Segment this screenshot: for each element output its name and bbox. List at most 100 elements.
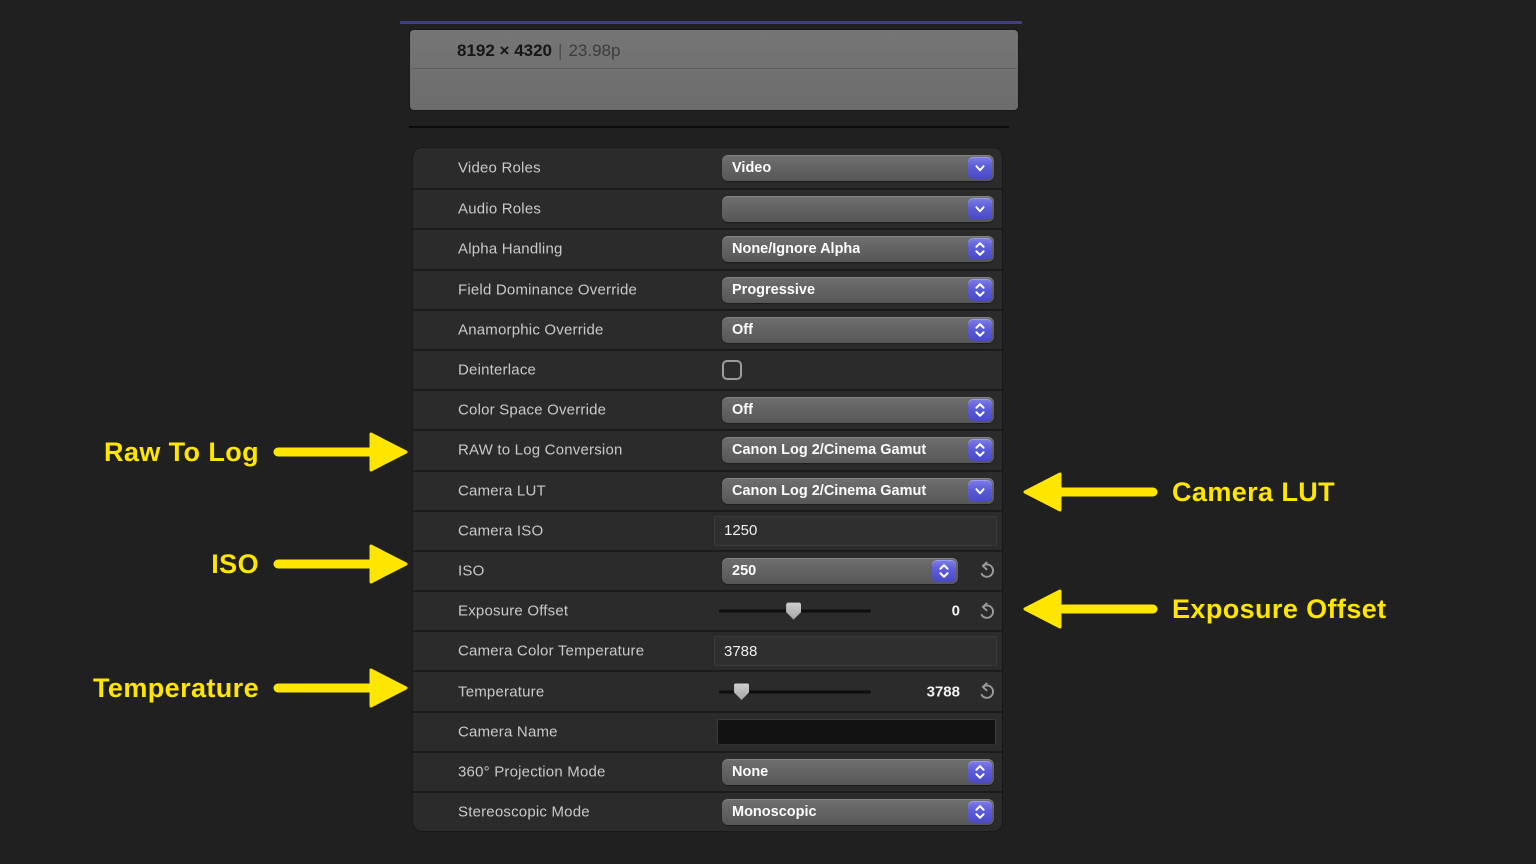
temperature-slider-track[interactable] [719, 683, 871, 701]
audio-roles-combo-button[interactable] [968, 198, 992, 221]
row-label-anamorphic-override: Anamorphic Override [458, 321, 604, 339]
row-label-camera-iso: Camera ISO [458, 522, 544, 540]
camera-color-temperature-value-field: 3788 [714, 636, 997, 667]
exposure-offset-reset-button[interactable] [976, 601, 996, 621]
anamorphic-override-dropdown[interactable]: Off [722, 316, 994, 343]
row-video-roles: Video Roles Video [413, 148, 1002, 188]
chevron-updown-icon [975, 765, 985, 779]
annotation-raw-to-log: Raw To Log [104, 430, 408, 474]
field-dominance-override-popup-button[interactable] [968, 278, 992, 301]
iso-dropdown[interactable]: 250 [722, 557, 958, 584]
clip-resolution: 8192 × 4320 [457, 41, 553, 60]
annotation-label: Camera LUT [1172, 476, 1336, 507]
color-space-override-selected-value: Off [732, 402, 753, 419]
row-label-temperature: Temperature [458, 683, 545, 701]
row-raw-to-log-conversion: RAW to Log Conversion Canon Log 2/Cinema … [413, 429, 1002, 469]
chevron-down-icon [975, 165, 985, 172]
row-label-audio-roles: Audio Roles [458, 200, 542, 218]
row-label-color-space-override: Color Space Override [458, 401, 607, 419]
clip-preview-panel: 8192 × 4320 | 23.98p [410, 30, 1018, 110]
video-roles-combo-button[interactable] [968, 157, 992, 180]
row-camera-name: Camera Name [413, 710, 1002, 751]
row-alpha-handling: Alpha Handling None/Ignore Alpha [413, 228, 1002, 268]
chevron-down-icon [975, 206, 985, 213]
row-iso: ISO 250 [413, 549, 1002, 590]
360-projection-mode-popup-button[interactable] [968, 760, 992, 783]
annotation-label: Exposure Offset [1172, 593, 1387, 624]
row-stereoscopic-mode: Stereoscopic Mode Monoscopic [413, 791, 1002, 831]
exposure-offset-value: 0 [951, 602, 960, 620]
arrow-right-icon [273, 432, 408, 472]
field-dominance-override-dropdown[interactable]: Progressive [722, 276, 994, 303]
deinterlace-checkbox[interactable] [722, 360, 742, 381]
raw-to-log-conversion-dropdown[interactable]: Canon Log 2/Cinema Gamut [722, 437, 994, 464]
camera-lut-dropdown[interactable]: Canon Log 2/Cinema Gamut [722, 477, 994, 504]
alpha-handling-selected-value: None/Ignore Alpha [732, 241, 861, 258]
row-label-camera-lut: Camera LUT [458, 482, 546, 500]
row-audio-roles: Audio Roles [413, 188, 1002, 228]
raw-to-log-conversion-popup-button[interactable] [968, 439, 992, 462]
row-label-field-dominance-override: Field Dominance Override [458, 281, 638, 299]
video-roles-dropdown[interactable]: Video [722, 155, 994, 182]
video-roles-selected-value: Video [732, 160, 772, 177]
row-360-projection-mode: 360° Projection Mode None [413, 750, 1002, 791]
exposure-offset-slider-track[interactable] [719, 602, 871, 620]
row-color-space-override: Color Space Override Off [413, 389, 1002, 429]
stereoscopic-mode-dropdown[interactable]: Monoscopic [722, 799, 994, 826]
annotation-label: ISO [211, 548, 259, 579]
row-camera-color-temperature: Camera Color Temperature 3788 [413, 630, 1002, 670]
camera-iso-value-field: 1250 [714, 515, 997, 546]
row-label-alpha-handling: Alpha Handling [458, 240, 563, 258]
clip-format-summary: 8192 × 4320 | 23.98p [457, 41, 620, 61]
row-label-iso: ISO [458, 562, 485, 580]
chevron-updown-icon [975, 805, 985, 819]
chevron-updown-icon [975, 443, 985, 458]
stereoscopic-mode-selected-value: Monoscopic [732, 804, 817, 821]
anamorphic-override-selected-value: Off [732, 321, 753, 338]
stereoscopic-mode-popup-button[interactable] [968, 801, 992, 824]
arrow-right-icon [273, 668, 408, 708]
alpha-handling-popup-button[interactable] [968, 238, 992, 261]
anamorphic-override-popup-button[interactable] [968, 318, 992, 341]
iso-popup-button[interactable] [932, 559, 956, 582]
iso-reset-button[interactable] [976, 561, 996, 581]
clip-framerate: 23.98p [568, 41, 621, 60]
360-projection-mode-dropdown[interactable]: None [722, 758, 994, 785]
annotation-exposure-offset: Exposure Offset [1023, 587, 1387, 631]
color-space-override-popup-button[interactable] [968, 399, 992, 422]
chevron-updown-icon [939, 564, 949, 578]
camera-name-input[interactable] [717, 718, 996, 745]
audio-roles-dropdown[interactable] [722, 196, 994, 223]
row-field-dominance-override: Field Dominance Override Progressive [413, 268, 1002, 309]
iso-selected-value: 250 [732, 562, 757, 579]
row-camera-lut: Camera LUT Canon Log 2/Cinema Gamut [413, 469, 1002, 510]
preview-divider-line [411, 68, 1017, 69]
temperature-reset-button[interactable] [976, 682, 996, 702]
color-space-override-dropdown[interactable]: Off [722, 397, 994, 424]
row-label-360-projection-mode: 360° Projection Mode [458, 763, 606, 781]
timeline-accent-line [400, 21, 1022, 24]
360-projection-mode-selected-value: None [732, 763, 769, 780]
chevron-updown-icon [975, 242, 985, 257]
row-label-stereoscopic-mode: Stereoscopic Mode [458, 803, 590, 821]
row-label-exposure-offset: Exposure Offset [458, 602, 569, 620]
info-inspector-panel: Video Roles Video Audio Roles Alpha Handlin… [413, 148, 1002, 832]
arrow-left-icon [1023, 472, 1158, 512]
alpha-handling-dropdown[interactable]: None/Ignore Alpha [722, 236, 994, 263]
row-label-camera-name: Camera Name [458, 723, 558, 741]
camera-lut-combo-button[interactable] [968, 479, 992, 502]
temperature-slider-handle[interactable] [734, 683, 750, 701]
row-label-raw-to-log-conversion: RAW to Log Conversion [458, 441, 623, 459]
temperature-value: 3788 [926, 683, 960, 701]
annotation-label: Raw To Log [104, 436, 259, 467]
chevron-updown-icon [975, 403, 985, 418]
annotation-iso: ISO [211, 542, 408, 586]
arrow-right-icon [273, 544, 408, 584]
row-camera-iso: Camera ISO 1250 [413, 509, 1002, 550]
annotation-label: Temperature [93, 672, 259, 703]
row-label-video-roles: Video Roles [458, 159, 541, 177]
annotation-camera-lut: Camera LUT [1023, 470, 1335, 514]
annotation-temperature: Temperature [93, 666, 408, 710]
exposure-offset-slider-handle[interactable] [786, 602, 802, 620]
format-separator: | [558, 41, 563, 60]
